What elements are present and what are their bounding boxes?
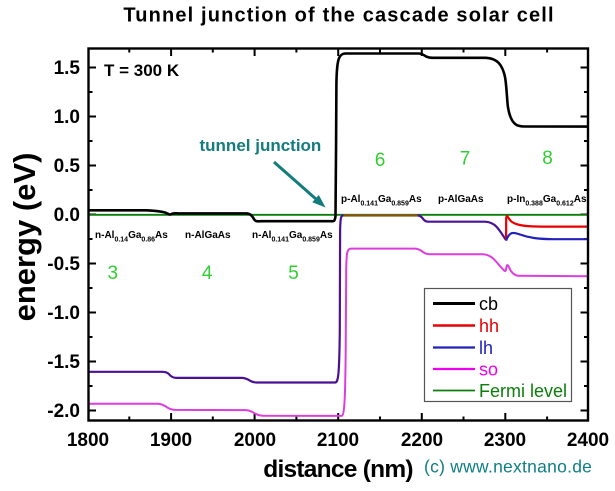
- svg-text:8: 8: [542, 148, 553, 169]
- svg-text:6: 6: [375, 150, 386, 171]
- svg-text:7: 7: [460, 149, 471, 170]
- svg-text:so: so: [479, 360, 498, 380]
- svg-text:5: 5: [288, 263, 299, 284]
- svg-text:lh: lh: [479, 338, 493, 358]
- svg-text:2400: 2400: [567, 430, 609, 451]
- svg-text:1900: 1900: [150, 430, 192, 451]
- svg-text:0.0: 0.0: [54, 205, 80, 226]
- svg-text:cb: cb: [479, 294, 498, 314]
- svg-text:0.5: 0.5: [54, 156, 81, 177]
- svg-text:hh: hh: [479, 316, 499, 336]
- svg-text:1.5: 1.5: [54, 58, 81, 79]
- svg-text:Tunnel junction of the cascade: Tunnel junction of the cascade solar cel…: [123, 5, 554, 27]
- svg-text:2000: 2000: [234, 430, 276, 451]
- svg-text:-2.0: -2.0: [47, 401, 80, 422]
- svg-text:-1.0: -1.0: [47, 303, 80, 324]
- svg-text:1800: 1800: [67, 430, 109, 451]
- svg-text:-1.5: -1.5: [47, 352, 80, 373]
- svg-text:3: 3: [108, 263, 119, 284]
- svg-text:distance (nm): distance (nm): [263, 456, 413, 483]
- svg-text:tunnel junction: tunnel junction: [200, 136, 322, 155]
- svg-text:energy (eV): energy (eV): [7, 153, 42, 322]
- svg-text:T = 300 K: T = 300 K: [104, 61, 180, 80]
- svg-text:1.0: 1.0: [54, 107, 80, 128]
- svg-text:-0.5: -0.5: [47, 254, 80, 275]
- svg-text:2300: 2300: [484, 430, 526, 451]
- svg-text:2100: 2100: [317, 430, 359, 451]
- svg-text:p-AlGaAs: p-AlGaAs: [438, 194, 484, 205]
- svg-text:4: 4: [202, 263, 213, 284]
- svg-text:2200: 2200: [401, 430, 443, 451]
- svg-text:Fermi level: Fermi level: [479, 381, 567, 401]
- svg-text:n-AlGaAs: n-AlGaAs: [185, 230, 231, 241]
- svg-text:(c) www.nextnano.de: (c) www.nextnano.de: [424, 457, 592, 477]
